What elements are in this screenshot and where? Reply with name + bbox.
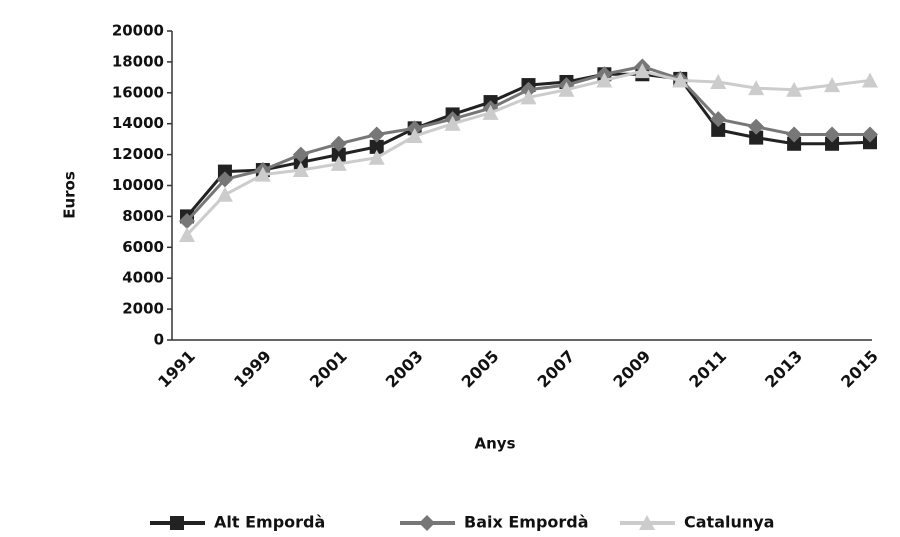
x-tick-label: 2011 [685,347,730,392]
marker [368,126,385,143]
y-tick-label: 4000 [122,269,164,287]
y-tick-label: 16000 [112,83,164,101]
x-tick-label: 2007 [534,347,579,392]
marker [824,77,841,93]
marker [862,126,878,143]
marker [710,73,727,89]
x-tick-label: 1991 [154,347,199,392]
marker [520,89,537,105]
legend-label: Alt Empordà [214,513,325,532]
marker [672,72,689,88]
marker [216,171,233,188]
legend-marker [639,515,655,530]
marker [330,135,347,152]
marker [748,118,765,135]
y-tick-label: 8000 [122,207,164,225]
marker [787,136,802,151]
y-tick-label: 12000 [112,145,164,163]
marker [330,155,347,171]
marker [710,111,727,128]
marker [596,72,613,88]
marker [292,162,309,178]
y-tick-label: 2000 [122,300,164,318]
marker [254,166,271,182]
marker [482,104,499,120]
x-tick-label: 2001 [306,347,351,392]
marker [748,80,765,96]
x-tick-label: 2003 [382,347,427,392]
x-tick-label: 2009 [609,347,654,392]
y-tick-label: 6000 [122,238,164,256]
y-tick-label: 10000 [112,176,164,194]
x-tick-label: 2015 [837,347,882,392]
marker [369,139,384,154]
marker [786,126,803,143]
y-tick-label: 14000 [112,114,164,132]
marker [634,63,651,79]
y-tick-label: 18000 [112,52,164,70]
marker [825,136,840,151]
y-tick-label: 20000 [112,22,164,40]
marker [558,81,575,97]
marker [179,213,195,230]
x-tick-label: 2013 [761,347,806,392]
x-axis-label: Anys [475,435,516,453]
y-axis-label: Euros [61,171,79,219]
marker [216,186,233,202]
legend-marker [170,516,184,530]
y-tick-label: 0 [154,331,164,349]
legend-label: Catalunya [684,513,774,532]
marker [368,149,385,165]
marker [786,81,803,97]
marker [711,122,726,137]
legend-label: Baix Empordà [464,513,589,532]
marker [862,72,878,88]
marker [292,146,309,163]
marker [331,147,346,162]
marker [406,128,423,144]
x-tick-label: 1999 [230,347,275,392]
marker [179,226,195,242]
x-tick-label: 2005 [458,347,503,392]
marker [749,130,764,145]
marker [824,126,841,143]
legend-marker [419,515,435,531]
marker [444,115,461,131]
